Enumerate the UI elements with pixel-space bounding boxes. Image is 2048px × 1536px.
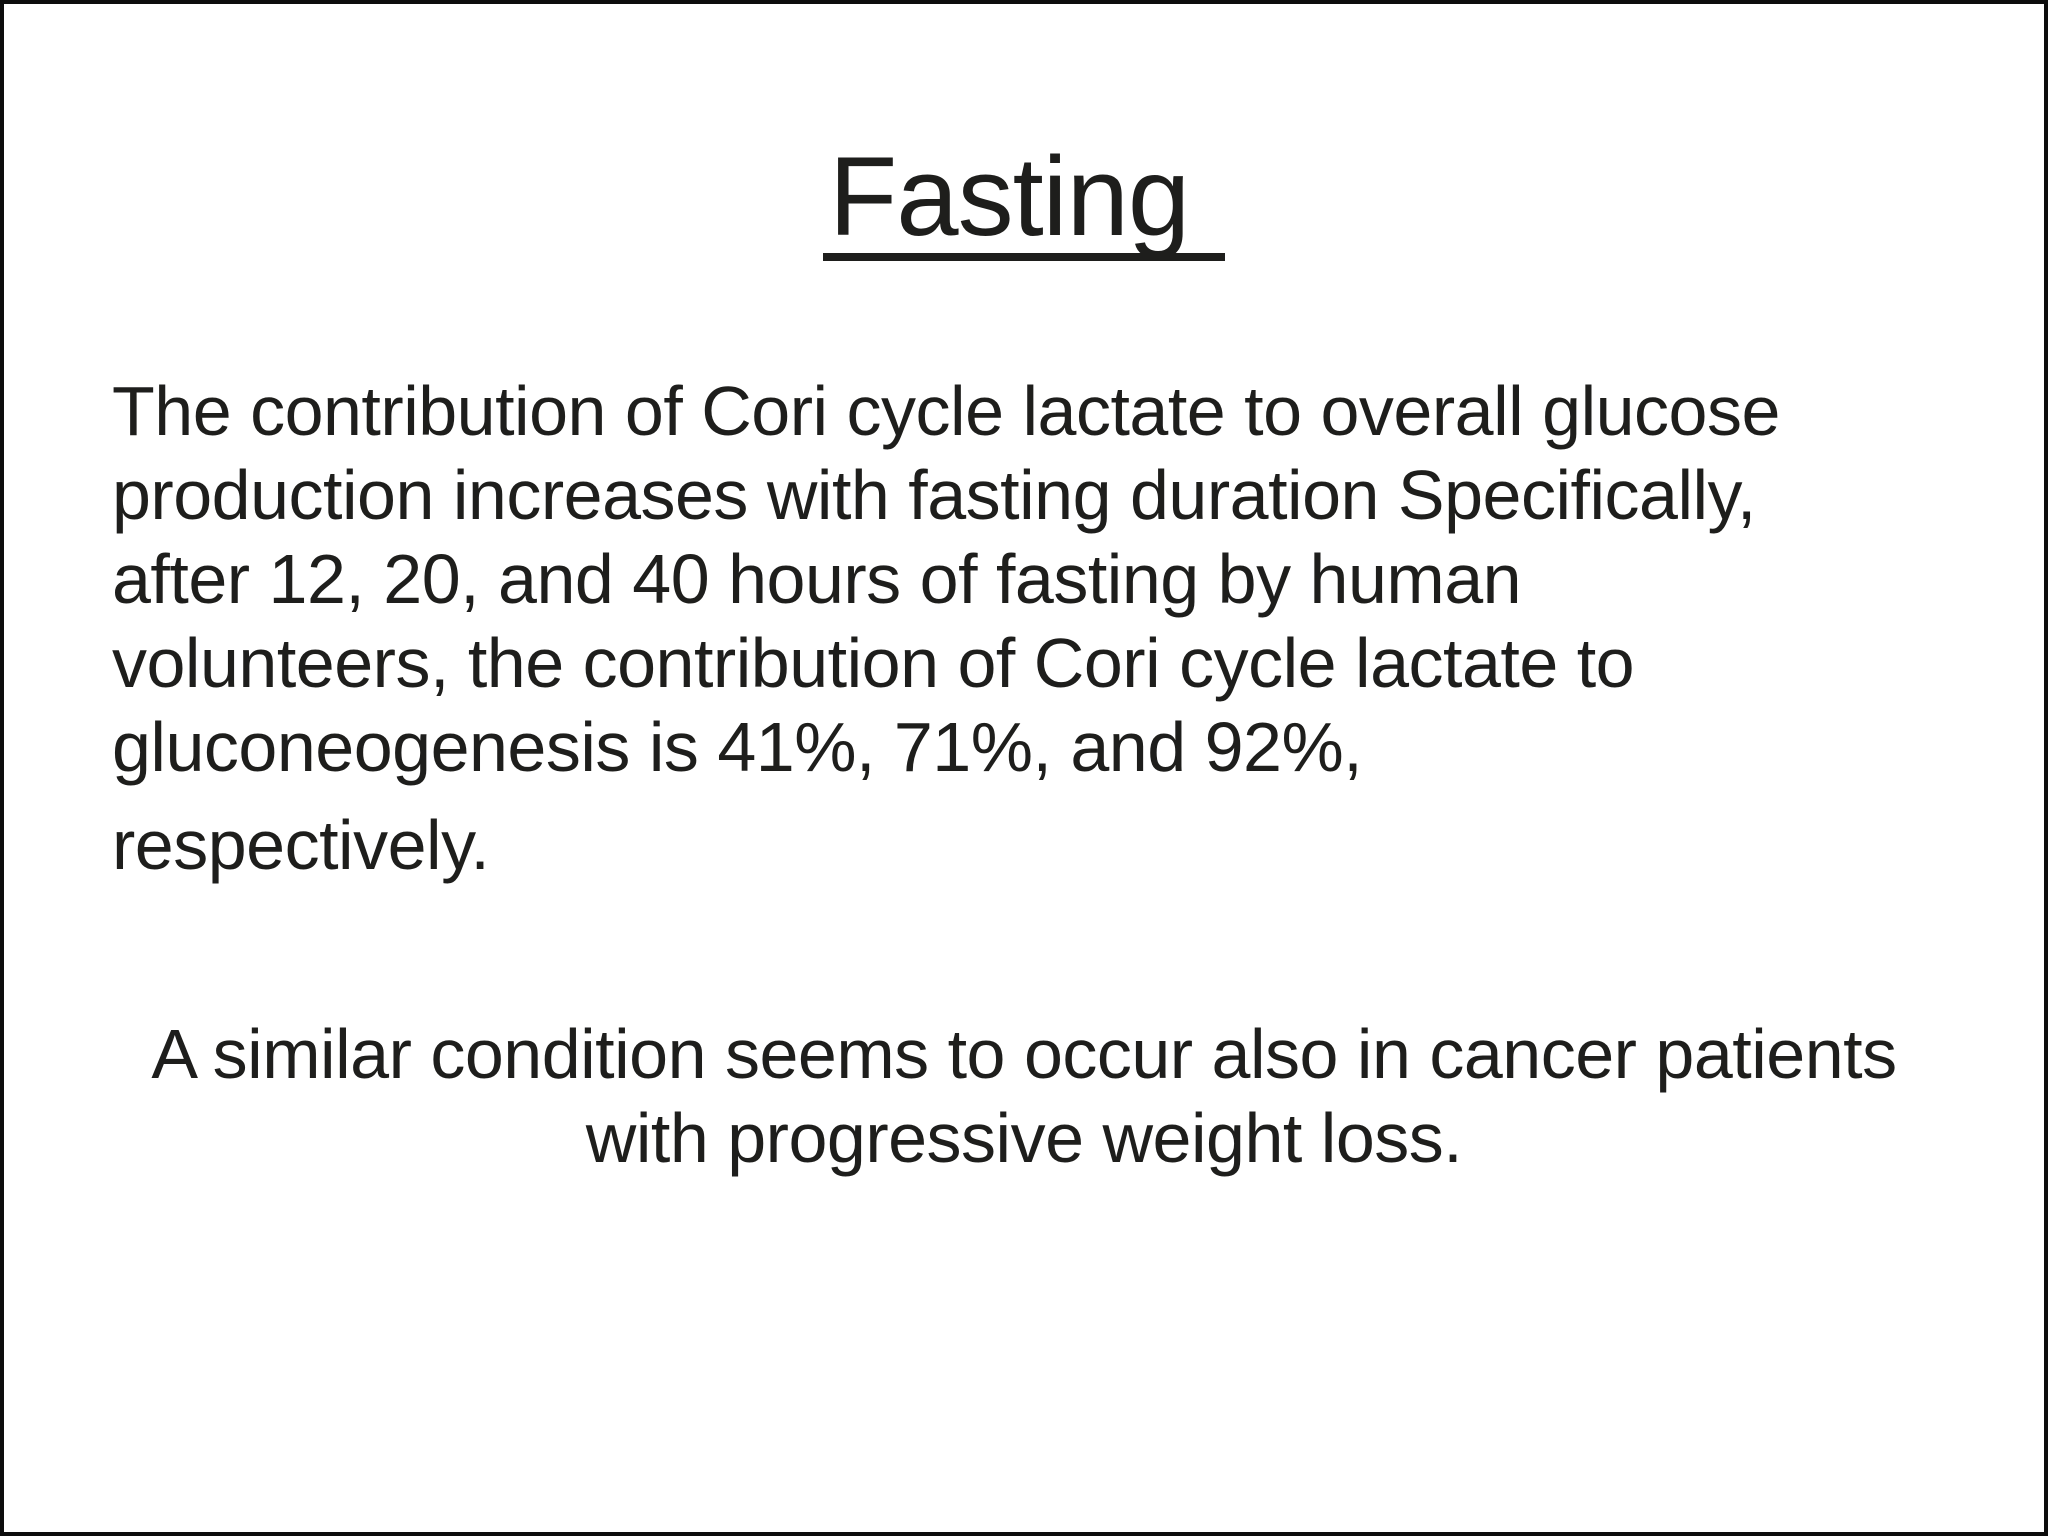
slide-title: Fasting <box>822 141 1226 261</box>
text-line: gluconeogenesis is 41%, 71%, and 92%, <box>112 708 1363 786</box>
closing-paragraph: A similar condition seems to occur also … <box>44 1012 2004 1180</box>
text-line: A similar condition seems to occur also … <box>151 1015 1897 1093</box>
text-line: with progressive weight loss. <box>585 1099 1463 1177</box>
body-paragraph-last-line: respectively. <box>112 803 1964 887</box>
text-line: volunteers, the contribution of Cori cyc… <box>112 624 1635 702</box>
title-container: Fasting <box>4 141 2044 261</box>
text-line: production increases with fasting durati… <box>112 456 1756 534</box>
text-line: after 12, 20, and 40 hours of fasting by… <box>112 540 1522 618</box>
body-paragraph: The contribution of Cori cycle lactate t… <box>112 369 1964 887</box>
text-line: The contribution of Cori cycle lactate t… <box>112 372 1780 450</box>
text-line: respectively. <box>112 806 490 884</box>
